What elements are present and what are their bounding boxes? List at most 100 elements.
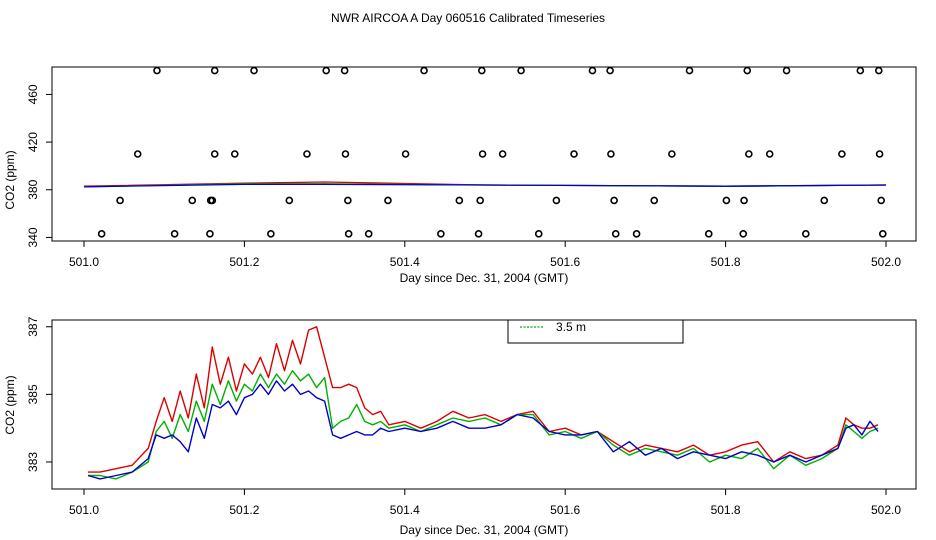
data-point (285, 196, 294, 205)
data-point (208, 196, 217, 205)
legend: 3.5 m (507, 319, 684, 344)
data-point (230, 150, 239, 158)
data-point (740, 196, 748, 205)
panel-bottom-xlabel: Day since Dec. 31, 2004 (GMT) (400, 523, 569, 537)
data-point (437, 230, 445, 238)
data-point (650, 196, 659, 205)
data-point (322, 66, 331, 75)
data-point (384, 196, 392, 205)
data-point (668, 150, 676, 158)
data-point (170, 230, 179, 238)
data-point (632, 230, 641, 238)
data-point (739, 230, 748, 238)
data-point (607, 150, 615, 158)
data-point (206, 230, 214, 238)
data-point (570, 150, 578, 158)
data-point (856, 66, 865, 75)
data-point (704, 230, 713, 238)
data-point (877, 196, 885, 205)
data-point (685, 66, 694, 75)
data-point (801, 230, 810, 238)
panel-top-xtick-label: 501.2 (229, 255, 259, 269)
data-point (588, 66, 597, 75)
data-point (765, 150, 774, 158)
data-point (455, 196, 464, 205)
panel-top-ytick-label: 380 (26, 179, 40, 199)
data-point (498, 150, 507, 158)
data-point (210, 66, 219, 75)
panel-bottom-ytick-label: 387 (26, 316, 40, 336)
data-point (722, 196, 731, 205)
panel-bottom: 501.0 501.2 501.4 501.6 501.8 502.0383385387 … (3, 316, 917, 537)
data-point (606, 66, 614, 75)
panel-bottom-frame (51, 319, 917, 490)
panel-bottom-series-red (88, 326, 879, 473)
panel-bottom-series (87, 326, 879, 480)
panel-top-axes: 501.0 501.2 501.4 501.6 501.8 502.0 340 380 420 4… (26, 84, 901, 269)
panel-bottom-xtick-label: 501.4 (390, 503, 420, 517)
data-point (344, 230, 353, 238)
data-point (420, 66, 428, 75)
panel-top-ytick-label: 340 (26, 227, 40, 247)
data-point (401, 150, 410, 158)
data-point (116, 196, 124, 205)
data-point (210, 150, 219, 158)
data-point (364, 230, 373, 238)
panel-top-xtick-label: 501.6 (550, 255, 580, 269)
panel-top-points (97, 66, 887, 238)
data-point (875, 150, 884, 158)
data-point (133, 150, 142, 158)
data-point (341, 150, 350, 158)
panel-top-ytick-label: 460 (26, 84, 40, 104)
data-point (820, 196, 829, 205)
panel-top-xtick-label: 502.0 (871, 255, 901, 269)
data-point (874, 66, 883, 75)
data-point (477, 66, 486, 75)
panel-bottom-xtick-label: 501.0 (69, 503, 99, 517)
data-point (188, 196, 197, 205)
panel-bottom-ylabel: CO2 (ppm) (3, 375, 17, 434)
data-point (745, 150, 753, 158)
panel-bottom-ytick-label: 383 (26, 452, 40, 472)
panel-top-ylabel: CO2 (ppm) (3, 150, 17, 209)
data-point (611, 230, 620, 238)
data-point (782, 66, 791, 75)
panel-top-ytick-label: 420 (26, 132, 40, 152)
panel-bottom-series-green (88, 370, 879, 480)
data-point (517, 66, 525, 75)
panel-top-xtick-label: 501.4 (390, 255, 420, 269)
panel-bottom-xtick-label: 501.6 (550, 503, 580, 517)
data-point (474, 230, 483, 238)
data-point (534, 230, 543, 238)
panel-bottom-xtick-label: 501.2 (229, 503, 259, 517)
data-point (878, 230, 887, 238)
panel-top-series-blue (83, 183, 887, 188)
panel-top-xtick-label: 501.0 (69, 255, 99, 269)
legend-box (507, 319, 684, 344)
data-point (97, 230, 106, 238)
data-point (250, 66, 258, 75)
data-point (838, 150, 846, 158)
data-point (153, 66, 161, 75)
data-point (552, 196, 561, 205)
panel-bottom-xtick-label: 502.0 (871, 503, 901, 517)
panel-bottom-series-blue (87, 380, 879, 480)
panel-top: 501.0 501.2 501.4 501.6 501.8 502.0 340 380 420 4… (3, 66, 917, 285)
data-point (476, 196, 484, 205)
panel-top-xlabel: Day since Dec. 31, 2004 (GMT) (400, 271, 569, 285)
panel-bottom-ytick-label: 385 (26, 384, 40, 404)
panel-top-frame (51, 66, 917, 242)
data-point (344, 196, 352, 205)
panel-bottom-xtick-label: 501.8 (711, 503, 741, 517)
data-point (743, 66, 752, 75)
figure-title: NWR AIRCOA A Day 060516 Calibrated Times… (331, 11, 605, 25)
data-point (303, 150, 311, 158)
legend-label-3-5m: 3.5 m (556, 320, 586, 334)
panel-top-xtick-label: 501.8 (711, 255, 741, 269)
panel-top-series (83, 181, 887, 188)
data-point (478, 150, 487, 158)
data-point (267, 230, 275, 238)
data-point (340, 66, 349, 75)
